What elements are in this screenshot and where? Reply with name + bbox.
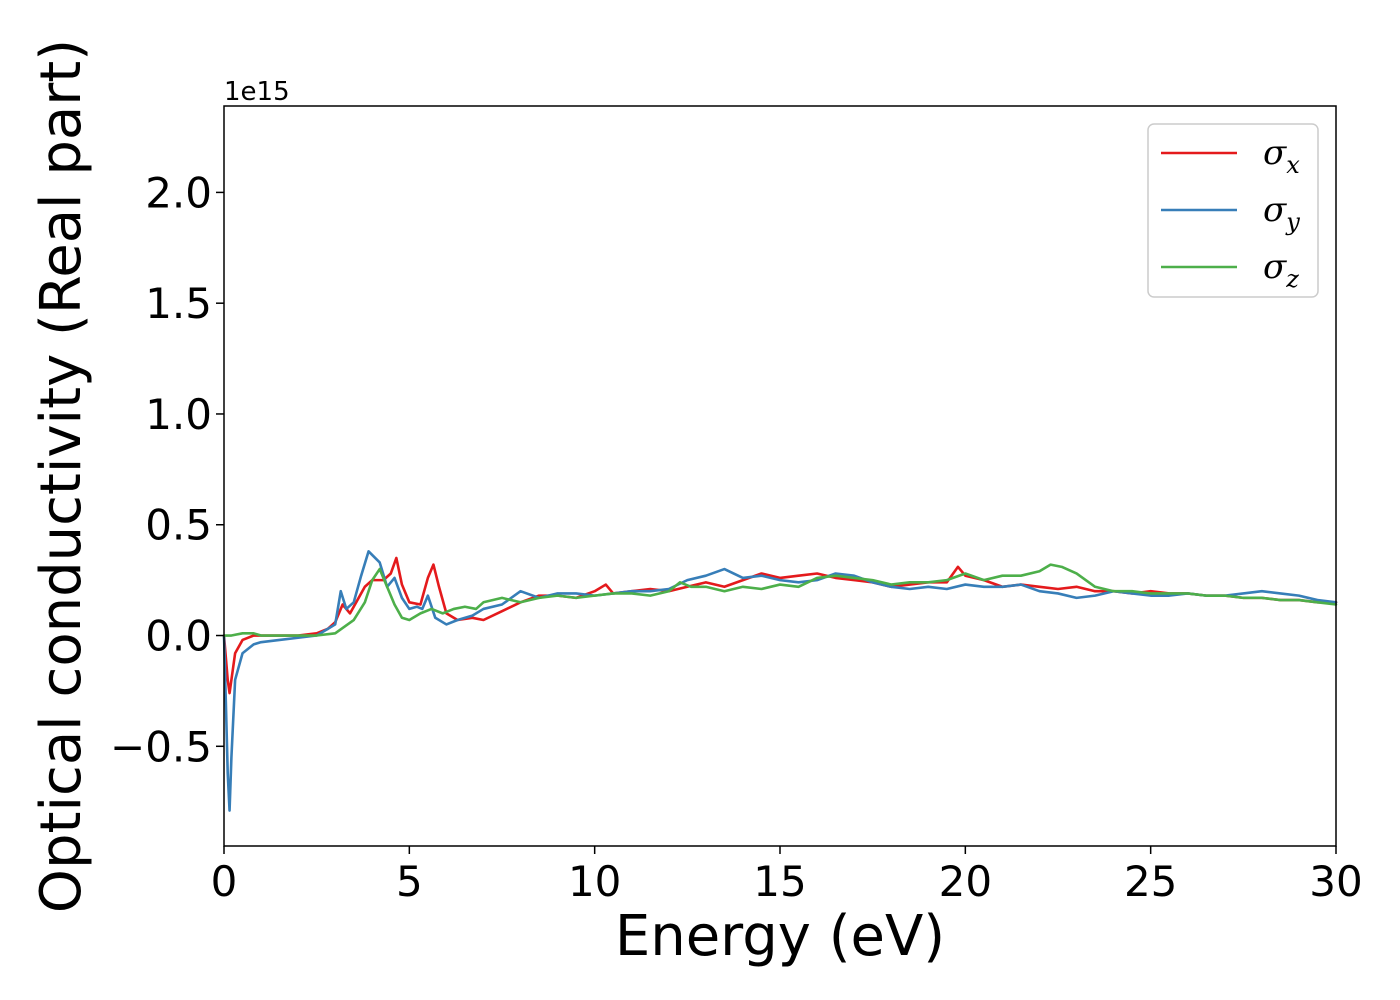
series-line-x [222,556,1338,695]
x-axis-label: Energy (eV) [615,904,945,969]
legend-label-y: σy [1263,190,1300,236]
x-tick-label: 30 [1309,857,1362,906]
y-tick-label: 0.5 [145,501,212,550]
legend: σx σy σz [1147,123,1319,298]
legend-label-z: σz [1263,247,1299,293]
legend-label-x: σx [1263,133,1300,179]
series-layer [222,550,1338,812]
x-tick-label: 0 [211,857,238,906]
x-tick-label: 25 [1124,857,1177,906]
x-tick-label: 5 [396,857,423,906]
y-tick-label: 1.0 [145,390,212,439]
y-tick-label: 2.0 [145,168,212,217]
x-tick-label: 20 [939,857,992,906]
y-tick-label: 0.0 [145,612,212,661]
y-axis: −0.5 0.0 0.5 1.0 1.5 2.0 [110,168,224,771]
y-tick-label: −0.5 [110,722,212,771]
y-axis-label: Optical conductivity (Real part) [29,39,94,913]
x-axis: 0 5 10 15 20 25 30 [211,846,1363,906]
x-tick-label: 10 [568,857,621,906]
series-line-z [222,563,1338,637]
x-tick-label: 15 [753,857,806,906]
y-tick-label: 1.5 [145,279,212,328]
y-offset-label: 1e15 [224,77,290,107]
series-line-y [222,550,1338,812]
